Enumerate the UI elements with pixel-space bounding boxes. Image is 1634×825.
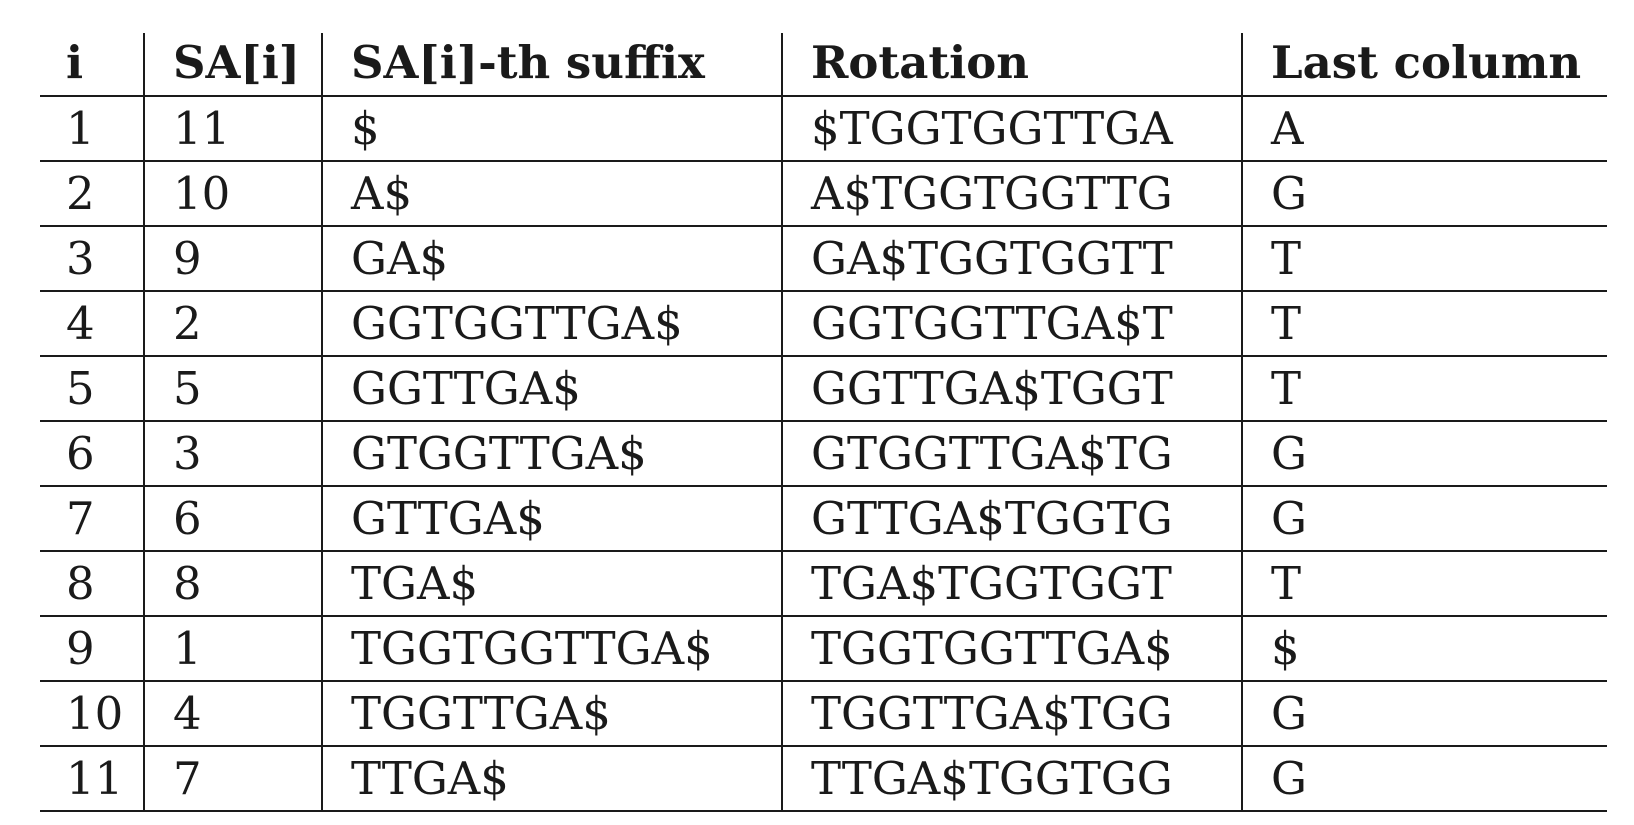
- cell-rotation: TTGA$TGGTGG: [781, 746, 1242, 811]
- table-row: 10 4 TGGTTGA$ TGGTTGA$TGG G: [40, 681, 1607, 746]
- header-rotation: Rotation: [781, 33, 1242, 96]
- header-sa: SA[i]: [143, 33, 322, 96]
- cell-rotation: GTGGTTGA$TG: [781, 421, 1242, 486]
- table-row: 6 3 GTGGTTGA$ GTGGTTGA$TG G: [40, 421, 1607, 486]
- cell-suffix: A$: [321, 161, 782, 226]
- cell-rotation: GTTGA$TGGTG: [781, 486, 1242, 551]
- cell-last-column: T: [1241, 226, 1607, 291]
- header-last-column: Last column: [1241, 33, 1607, 96]
- cell-sa: 2: [143, 291, 322, 356]
- cell-suffix: TGA$: [321, 551, 782, 616]
- table-body: 1 11 $ $TGGTGGTTGA A 2 10 A$ A$TGGTGGTTG G 3 9 GA$ GA…: [40, 96, 1607, 811]
- cell-suffix: TTGA$: [321, 746, 782, 811]
- cell-rotation: TGGTTGA$TGG: [781, 681, 1242, 746]
- cell-i: 2: [66, 167, 95, 220]
- cell-i: 10: [66, 687, 124, 740]
- cell-sa: 10: [143, 161, 322, 226]
- cell-last-column: G: [1241, 421, 1607, 486]
- cell-sa: 6: [143, 486, 322, 551]
- table-row: 5 5 GGTTGA$ GGTTGA$TGGT T: [40, 356, 1607, 421]
- cell-last-column: T: [1241, 551, 1607, 616]
- table-row: 4 2 GGTGGTTGA$ GGTGGTTGA$T T: [40, 291, 1607, 356]
- cell-sa: 3: [143, 421, 322, 486]
- table-row: 1 11 $ $TGGTGGTTGA A: [40, 96, 1607, 161]
- cell-rotation: $TGGTGGTTGA: [781, 96, 1242, 161]
- cell-i: 5: [66, 362, 95, 415]
- cell-suffix: GGTGGTTGA$: [321, 291, 782, 356]
- cell-sa: 4: [143, 681, 322, 746]
- table-row: 8 8 TGA$ TGA$TGGTGGT T: [40, 551, 1607, 616]
- cell-i: 6: [66, 427, 95, 480]
- table-row: 9 1 TGGTGGTTGA$ TGGTGGTTGA$ $: [40, 616, 1607, 681]
- cell-sa: 1: [143, 616, 322, 681]
- cell-last-column: G: [1241, 486, 1607, 551]
- cell-rotation: GA$TGGTGGTT: [781, 226, 1242, 291]
- cell-last-column: T: [1241, 291, 1607, 356]
- cell-suffix: $: [321, 96, 782, 161]
- cell-sa: 5: [143, 356, 322, 421]
- cell-rotation: TGA$TGGTGGT: [781, 551, 1242, 616]
- cell-last-column: G: [1241, 681, 1607, 746]
- cell-last-column: T: [1241, 356, 1607, 421]
- cell-i: 9: [66, 622, 95, 675]
- cell-i: 7: [66, 492, 95, 545]
- table-row: 11 7 TTGA$ TTGA$TGGTGG G: [40, 746, 1607, 811]
- cell-i: 3: [66, 232, 95, 285]
- cell-last-column: $: [1241, 616, 1607, 681]
- cell-sa: 9: [143, 226, 322, 291]
- cell-last-column: A: [1241, 96, 1607, 161]
- cell-suffix: TGGTTGA$: [321, 681, 782, 746]
- table-row: 2 10 A$ A$TGGTGGTTG G: [40, 161, 1607, 226]
- cell-rotation: GGTGGTTGA$T: [781, 291, 1242, 356]
- cell-i: 11: [66, 752, 124, 805]
- cell-last-column: G: [1241, 746, 1607, 811]
- header-suffix: SA[i]-th suffix: [321, 33, 782, 96]
- cell-i: 8: [66, 557, 95, 610]
- table-row: 3 9 GA$ GA$TGGTGGTT T: [40, 226, 1607, 291]
- cell-i: 1: [66, 102, 95, 155]
- header-i: i: [66, 36, 84, 89]
- cell-sa: 8: [143, 551, 322, 616]
- cell-last-column: G: [1241, 161, 1607, 226]
- cell-rotation: A$TGGTGGTTG: [781, 161, 1242, 226]
- bwt-table: i SA[i] SA[i]-th suffix Rotation Last co…: [40, 33, 1607, 812]
- cell-i: 4: [66, 297, 95, 350]
- cell-sa: 7: [143, 746, 322, 811]
- cell-rotation: TGGTGGTTGA$: [781, 616, 1242, 681]
- table-row: 7 6 GTTGA$ GTTGA$TGGTG G: [40, 486, 1607, 551]
- cell-suffix: GTTGA$: [321, 486, 782, 551]
- cell-suffix: GGTTGA$: [321, 356, 782, 421]
- cell-sa: 11: [143, 96, 322, 161]
- cell-suffix: TGGTGGTTGA$: [321, 616, 782, 681]
- cell-suffix: GA$: [321, 226, 782, 291]
- cell-rotation: GGTTGA$TGGT: [781, 356, 1242, 421]
- cell-suffix: GTGGTTGA$: [321, 421, 782, 486]
- header-row: i SA[i] SA[i]-th suffix Rotation Last co…: [40, 33, 1607, 96]
